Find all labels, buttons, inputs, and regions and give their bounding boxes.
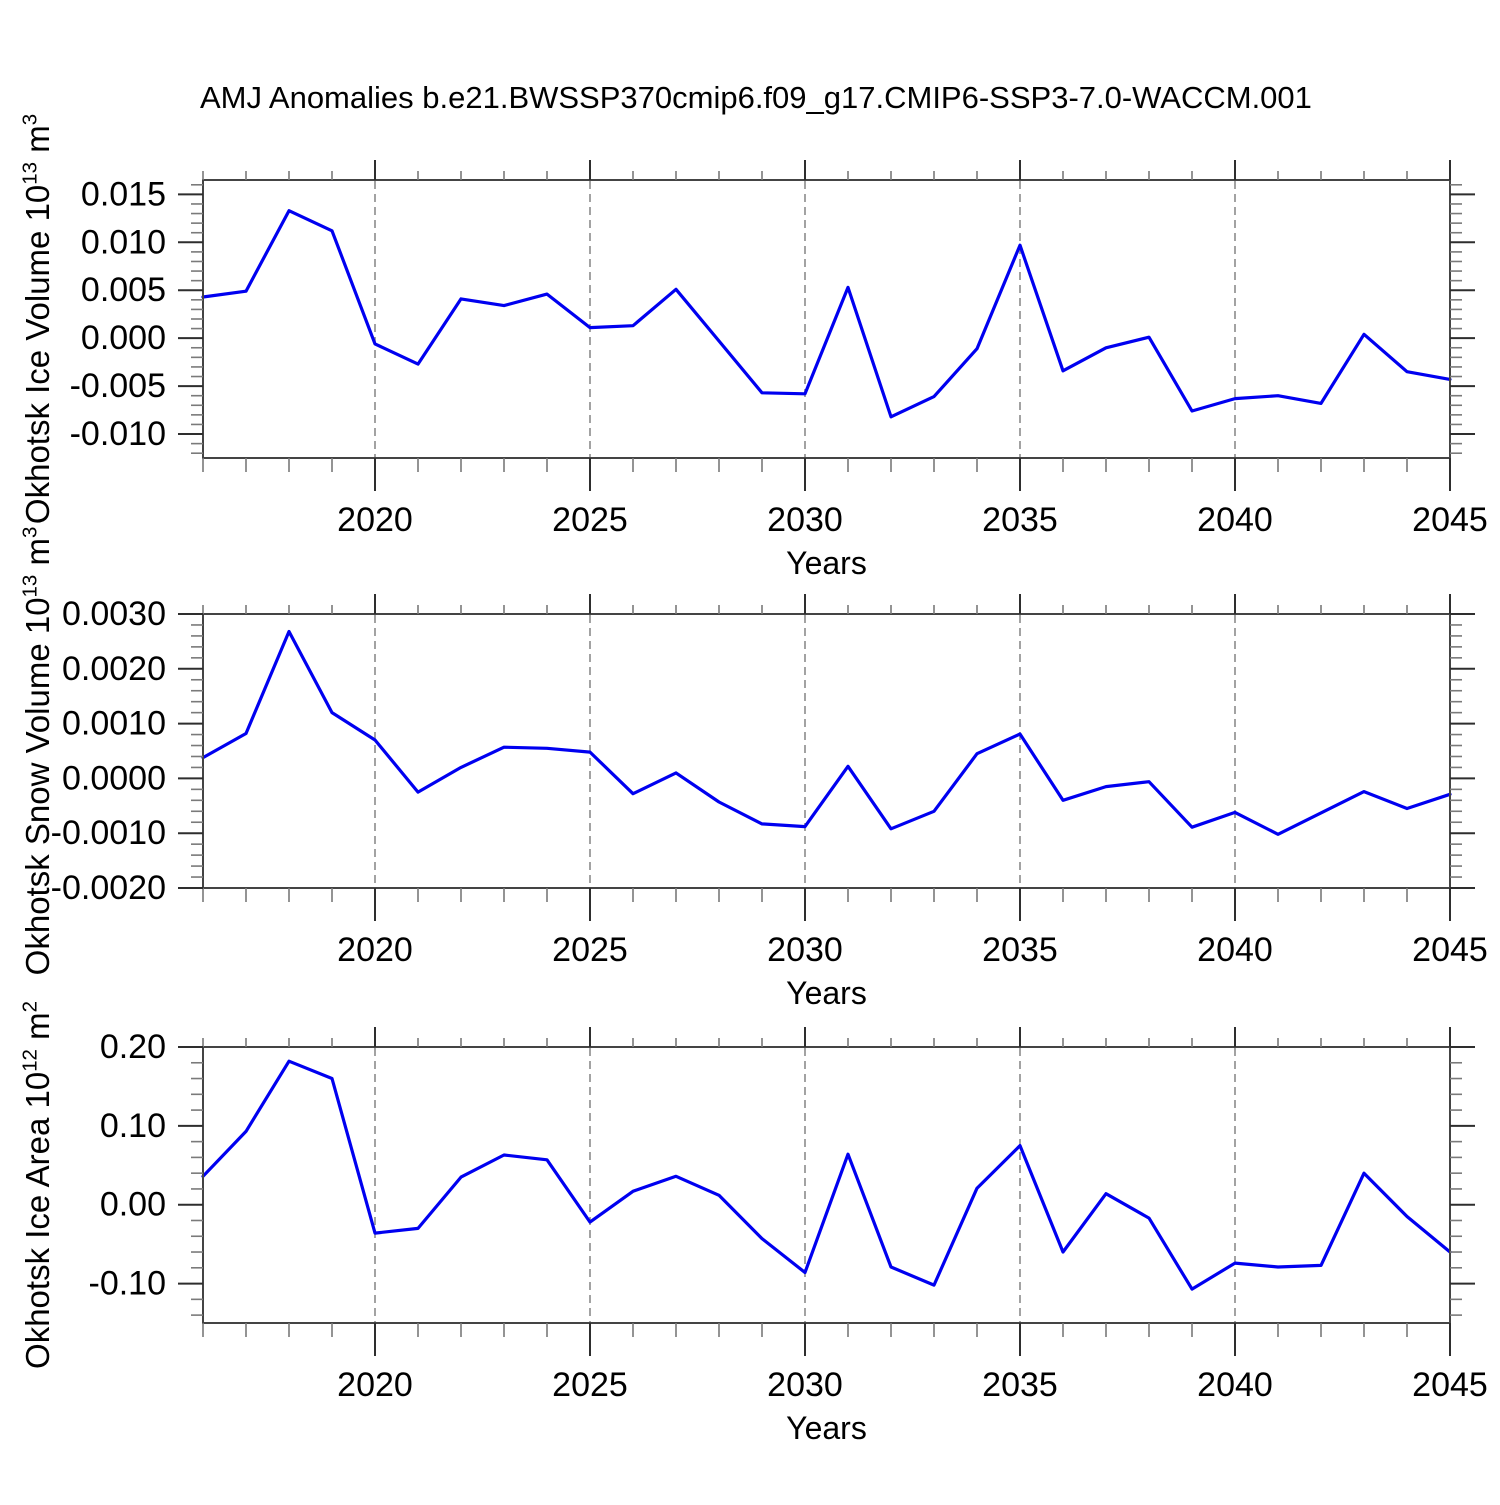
exponent: 13: [18, 161, 42, 185]
ice-area-line: [201, 1059, 1452, 1291]
y-tick-label: 0.010: [81, 223, 166, 261]
y-tick-label: -0.0010: [51, 814, 166, 852]
y-tick-label: 0.000: [81, 319, 166, 357]
x-tick-label: 2025: [552, 931, 628, 969]
x-tick-label: 2020: [337, 931, 413, 969]
plot-frame: [202, 179, 1451, 459]
x-tick-label: 2045: [1412, 931, 1488, 969]
y-tick-label: -0.0020: [51, 869, 166, 907]
x-tick-label: 2020: [337, 501, 413, 539]
y-tick-label: -0.005: [70, 367, 166, 405]
y-tick-label: 0.10: [100, 1107, 166, 1145]
y-tick-label: -0.10: [89, 1265, 167, 1303]
unit-exponent: 2: [18, 1001, 42, 1013]
x-tick-label: 2040: [1197, 501, 1273, 539]
ice-volume-line: [201, 209, 1452, 419]
y-tick-label: 0.0010: [62, 705, 166, 743]
y-tick-label: 0.00: [100, 1186, 166, 1224]
panel-snow-volume: 0.0030 0.0020 0.0010 0.0000 -0.0010 -0.0020 20…: [51, 594, 1488, 969]
x-axis-title-snow-volume: Years: [786, 975, 867, 1011]
x-axis-title-ice-area: Years: [786, 1410, 867, 1446]
panel-ice-area: 0.20 0.10 0.00 -0.10 2020 2025 2030 2035 2040 204…: [89, 1027, 1488, 1404]
y-axis-title-ice-area: Okhotsk Ice Area 1012 m2: [18, 1001, 56, 1369]
y-tick-label: 0.015: [81, 175, 166, 213]
y-axis-title-snow-volume: Okhotsk Snow Volume 1013 m3: [18, 526, 56, 976]
x-tick-label: 2040: [1197, 931, 1273, 969]
x-tick-label: 2025: [552, 501, 628, 539]
chart-title: AMJ Anomalies b.e21.BWSSP370cmip6.f09_g1…: [200, 80, 1312, 115]
plot-frame: [202, 1046, 1451, 1324]
snow-volume-line: [201, 629, 1452, 836]
x-tick-label: 2035: [982, 931, 1058, 969]
y-tick-label: 0.0030: [62, 595, 166, 633]
panel-ice-volume: 0.015 0.010 0.005 0.000 -0.005 -0.010 2020 2025…: [70, 160, 1488, 539]
x-tick-label: 2035: [982, 501, 1058, 539]
x-tick-label: 2025: [552, 1366, 628, 1404]
plot-frame: [202, 613, 1451, 889]
x-tick-label: 2030: [767, 1366, 843, 1404]
x-tick-label: 2045: [1412, 1366, 1488, 1404]
x-axis-title-ice-volume: Years: [786, 545, 867, 581]
y-tick-label: -0.010: [70, 415, 166, 453]
x-tick-label: 2030: [767, 931, 843, 969]
y-tick-label: 0.0000: [62, 759, 166, 797]
unit-exponent: 3: [18, 113, 42, 126]
x-tick-label: 2035: [982, 1366, 1058, 1404]
y-tick-label: 0.0020: [62, 650, 166, 688]
exponent: 13: [18, 574, 42, 598]
x-tick-label: 2020: [337, 1366, 413, 1404]
y-tick-label: 0.20: [100, 1028, 166, 1066]
exponent: 12: [18, 1049, 42, 1072]
x-tick-label: 2030: [767, 501, 843, 539]
x-tick-label: 2040: [1197, 1366, 1273, 1404]
y-axis-title-ice-volume: Okhotsk Ice Volume 1013 m3: [18, 113, 56, 525]
y-tick-label: 0.005: [81, 271, 166, 309]
x-tick-label: 2045: [1412, 501, 1488, 539]
unit-exponent: 3: [18, 526, 42, 539]
